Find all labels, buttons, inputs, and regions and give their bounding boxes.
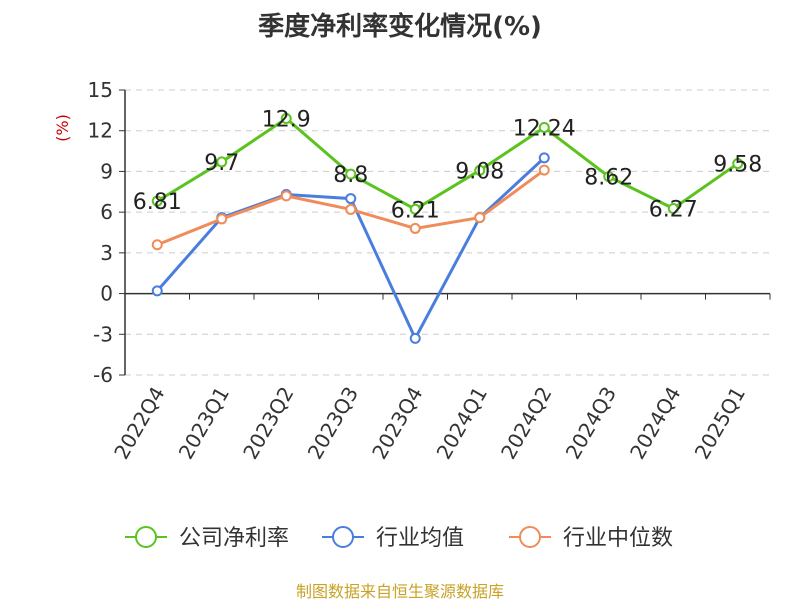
data-point — [282, 191, 291, 200]
data-label: 9.08 — [455, 159, 504, 184]
data-point — [153, 240, 162, 249]
data-point — [153, 286, 162, 295]
y-unit-label: (%) — [53, 114, 72, 142]
data-label: 12.24 — [513, 116, 576, 141]
x-tick-label: 2023Q4 — [367, 383, 427, 464]
data-label: 9.7 — [204, 151, 239, 176]
y-tick-label: 9 — [100, 159, 113, 183]
data-label: 8.62 — [584, 166, 633, 191]
data-label: 9.58 — [713, 153, 762, 178]
series-line-0 — [157, 119, 738, 210]
data-point — [346, 205, 355, 214]
x-tick-label: 2023Q2 — [238, 383, 298, 464]
legend-label: 行业中位数 — [563, 526, 673, 551]
x-tick-label: 2023Q3 — [303, 383, 363, 464]
legend-marker — [333, 527, 353, 547]
data-point — [540, 153, 549, 162]
source-note: 制图数据来自恒生聚源数据库 — [0, 578, 800, 602]
x-tick-label: 2024Q3 — [561, 383, 621, 464]
data-point — [411, 334, 420, 343]
x-tick-label: 2024Q1 — [432, 383, 492, 464]
y-tick-label: -6 — [93, 363, 113, 387]
y-tick-label: 12 — [88, 119, 113, 143]
x-tick-label: 2024Q4 — [625, 383, 685, 464]
x-tick-label: 2024Q2 — [496, 383, 556, 464]
legend-label: 公司净利率 — [179, 526, 289, 551]
data-label: 6.27 — [649, 197, 698, 222]
data-label: 6.21 — [391, 198, 440, 223]
y-tick-label: 3 — [100, 241, 113, 265]
y-tick-label: 6 — [100, 200, 113, 224]
y-tick-label: 0 — [100, 282, 113, 306]
data-point — [540, 166, 549, 175]
legend-marker — [520, 527, 540, 547]
data-label: 12.9 — [262, 108, 311, 133]
data-point — [346, 194, 355, 203]
data-point — [475, 213, 484, 222]
x-tick-label: 2022Q4 — [109, 383, 169, 464]
y-tick-label: 15 — [88, 78, 113, 102]
data-label: 6.81 — [133, 190, 182, 215]
legend-label: 行业均值 — [376, 526, 464, 551]
data-point — [411, 224, 420, 233]
data-point — [217, 214, 226, 223]
x-tick-label: 2023Q1 — [174, 383, 234, 464]
legend-marker — [136, 527, 156, 547]
x-tick-label: 2025Q1 — [690, 383, 750, 464]
data-label: 8.8 — [333, 163, 368, 188]
y-tick-label: -3 — [93, 322, 113, 346]
